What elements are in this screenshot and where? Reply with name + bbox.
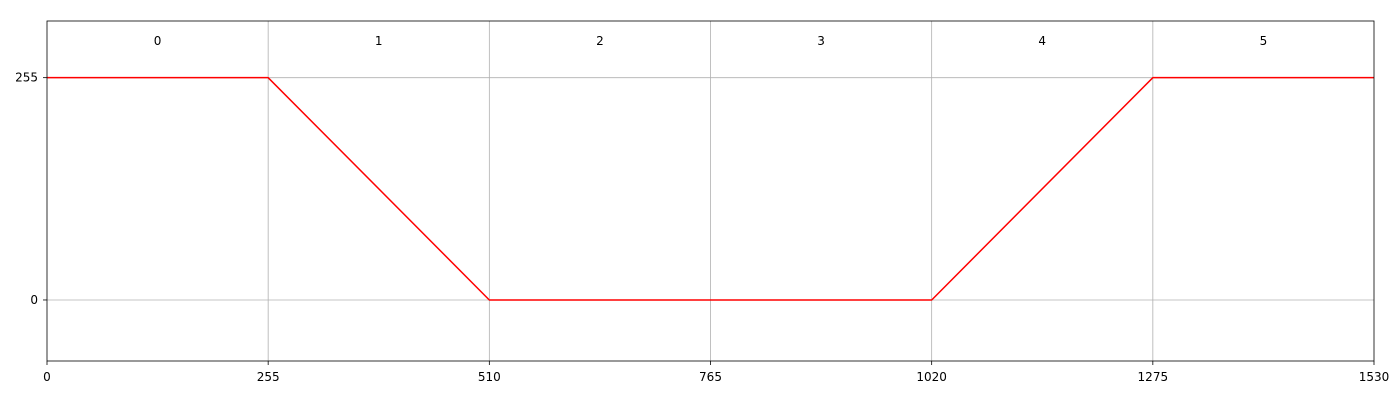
- segment-label: 4: [1038, 34, 1046, 48]
- labels-layer: 0 255 510 765 1020 1275 1530 0 255 0 1 2 3 4 5: [15, 34, 1389, 384]
- x-tick-label: 510: [478, 370, 501, 384]
- segment-label: 1: [375, 34, 383, 48]
- x-tick-label: 765: [699, 370, 722, 384]
- x-tick-label: 0: [43, 370, 51, 384]
- x-tick-label: 255: [257, 370, 280, 384]
- series-layer: [47, 76, 1374, 301]
- y-tick-label: 0: [30, 293, 38, 307]
- x-tick-label: 1020: [916, 370, 947, 384]
- y-tick-label: 255: [15, 71, 38, 85]
- x-tick-label: 1530: [1359, 370, 1390, 384]
- segment-label: 5: [1260, 34, 1268, 48]
- grid-layer: [47, 21, 1374, 361]
- segment-label: 0: [154, 34, 162, 48]
- segment-label: 3: [817, 34, 825, 48]
- axes-layer: [43, 20, 1375, 365]
- x-tick-label: 1275: [1138, 370, 1169, 384]
- segment-label: 2: [596, 34, 604, 48]
- series-line: [47, 76, 1374, 301]
